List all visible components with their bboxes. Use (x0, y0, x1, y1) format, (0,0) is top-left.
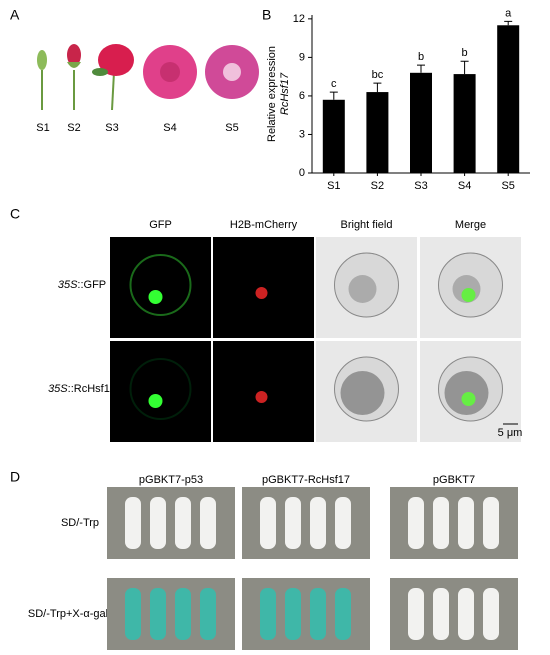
x-tick-label: S4 (458, 180, 471, 192)
bar (497, 25, 520, 173)
bar (322, 99, 345, 173)
y-axis-label: RcHsf17 (279, 72, 291, 115)
colony-streak (175, 588, 191, 640)
colony-streak (310, 497, 326, 549)
nucleus (148, 394, 163, 408)
colony-streak (150, 588, 166, 640)
panel-label: C (10, 206, 20, 222)
row-label: 35S::GFP (58, 279, 106, 291)
cell (129, 358, 192, 420)
bar (453, 74, 476, 173)
colony-streak (285, 588, 301, 640)
column-header: Merge (455, 219, 486, 231)
x-tick-label: S5 (501, 180, 514, 192)
colony-streak (200, 497, 216, 549)
colony-streak (483, 497, 499, 549)
stage-label: S4 (163, 122, 176, 134)
column-header: pGBKT7 (433, 474, 475, 486)
row-label: SD/-Trp+X-α-gal (28, 608, 108, 620)
column-header: H2B-mCherry (230, 219, 298, 231)
scale-bar-label: 5 μm (498, 427, 523, 439)
error-bar (329, 91, 338, 100)
significance-letter: c (331, 78, 337, 90)
y-tick-label: 0 (299, 167, 305, 179)
nucleus (148, 290, 163, 304)
micrograph (110, 341, 211, 442)
nucleus (461, 288, 476, 302)
stage-label: S3 (105, 122, 118, 134)
error-bar (504, 20, 513, 26)
error-bar (373, 82, 382, 93)
vacuole (348, 275, 377, 303)
colony-streak (408, 588, 424, 640)
row-label-promoter: 35S (58, 279, 78, 291)
y-tick-label: 3 (299, 128, 305, 140)
y-tick-label: 6 (299, 90, 305, 102)
micrograph (110, 237, 211, 338)
x-tick-label: S1 (327, 180, 340, 192)
colony-streak (260, 497, 276, 549)
significance-letter: b (418, 51, 424, 63)
colony-streak (125, 497, 141, 549)
nucleus (255, 391, 268, 403)
stage-label: S2 (67, 122, 80, 134)
stage-label: S1 (36, 122, 49, 134)
y-tick-label: 12 (293, 13, 305, 25)
vacuole (340, 371, 385, 415)
row-label: 35S::RcHsf17 (48, 383, 116, 395)
colony-streak (150, 497, 166, 549)
significance-letter: a (505, 7, 512, 19)
stage-label: S5 (225, 122, 238, 134)
y-tick-label: 9 (299, 51, 305, 63)
bar (410, 72, 432, 173)
colony-streak (200, 588, 216, 640)
nucleus (255, 287, 268, 299)
microscopy: GFP H2B-mCherry Bright field Merge35S::GFP3… (48, 219, 522, 442)
x-tick-label: S2 (371, 180, 384, 192)
panel-label: D (10, 469, 20, 485)
colony-streak (458, 588, 474, 640)
cell (129, 254, 192, 316)
colony-streak (483, 588, 499, 640)
column-header: GFP (149, 219, 172, 231)
significance-letter: b (462, 47, 468, 59)
row-label: SD/-Trp (61, 517, 99, 529)
significance-letter: bc (372, 69, 384, 81)
colony-streak (433, 588, 449, 640)
error-bar (417, 64, 425, 73)
yeast: pGBKT7-p53 pGBKT7-RcHsf17 pGBKT7 SD/-Trp SD/… (28, 474, 518, 650)
colony-streak (335, 588, 351, 640)
row-label-construct: ::GFP (77, 279, 106, 291)
colony-streak (433, 497, 449, 549)
colony-streak (285, 497, 301, 549)
colony-streak (458, 497, 474, 549)
flower-photos (37, 44, 259, 111)
colony-streak (408, 497, 424, 549)
chart-b: 0 3 6 9 12 Relative expression RcHsf17 S1 c S2 bc S… (266, 7, 530, 192)
colony-streak (310, 588, 326, 640)
error-bar (460, 60, 469, 75)
panel-label: A (10, 7, 20, 23)
column-header: pGBKT7-RcHsf17 (262, 474, 350, 486)
colony-streak (125, 588, 141, 640)
x-tick-label: S3 (414, 180, 427, 192)
nucleus (461, 392, 476, 406)
bar (366, 92, 389, 173)
colony-streak (175, 497, 191, 549)
y-axis-label: Relative expression (266, 46, 278, 142)
column-header: pGBKT7-p53 (139, 474, 203, 486)
colony-streak (260, 588, 276, 640)
row-label-promoter: 35S (48, 383, 68, 395)
colony-streak (335, 497, 351, 549)
column-header: Bright field (341, 219, 393, 231)
panel-label: B (262, 7, 271, 23)
row-label-construct: ::RcHsf17 (68, 383, 116, 395)
